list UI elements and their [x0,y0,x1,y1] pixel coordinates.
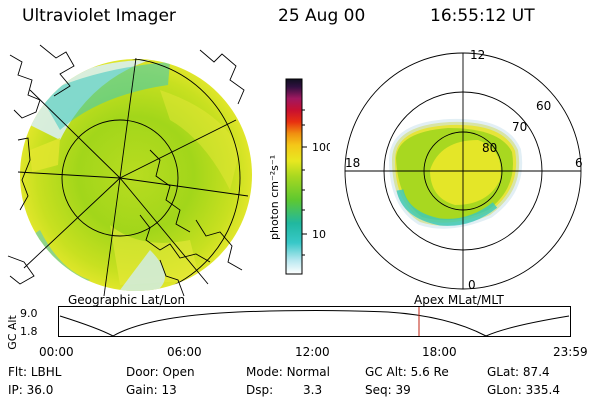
glat-value: 87.4 [522,365,550,379]
instrument-title: Ultraviolet Imager [22,6,176,26]
colorbar-tick-100: 100 [312,141,330,154]
gain-value: 13 [161,383,177,397]
glon-value: 335.4 [525,383,560,397]
timeline-xtick-1800: 18:00 [422,345,457,359]
ip-label: IP: [8,383,23,397]
mlt-label-12: 12 [470,48,485,62]
door-label: Door: [126,365,159,379]
color-scale-bar: 100 10 photon cm⁻²s⁻¹ [268,78,330,275]
apex-caption: Apex MLat/MLT [414,293,504,307]
timeline-xtick-0600: 06:00 [167,345,202,359]
geographic-image-panel [7,44,252,297]
seq-label: Seq: [365,383,392,397]
timeline-ylabel: GC Alt [5,315,19,350]
mlat-label-60: 60 [536,99,551,113]
mlat-label-70: 70 [512,120,527,134]
magnetic-polar-panel: 12 18 6 0 60 70 80 [344,48,583,292]
filter-value: LBHL [30,365,62,379]
colorbar-unit-label: photon cm⁻²s⁻¹ [268,155,281,240]
mlat-label-80: 80 [482,141,497,155]
seq-value: 39 [395,383,411,397]
ip-value: 36.0 [26,383,54,397]
dsp-value: 3.3 [303,383,323,397]
mode-value: Normal [286,365,330,379]
latlon-grid [17,57,249,297]
auroral-oval [388,118,523,229]
timeline-ylabel-box: GC Alt [1,315,19,350]
mode-label: Mode: [246,365,283,379]
timeline-ytick-high: 9.0 [20,307,38,320]
gain-label: Gain: [126,383,158,397]
mlt-label-18: 18 [345,156,360,170]
glat-label: GLat: [487,365,520,379]
altitude-curve [59,310,570,337]
door-info: Door: Open [126,365,195,379]
timeline-xtick-2359: 23:59 [553,345,588,359]
mlat-mlt-grid [344,52,582,290]
filter-label: Flt: [8,365,27,379]
filter-info: Flt: LBHL [8,365,61,379]
coastlines [7,44,245,297]
dsp-label: Dsp: [246,383,274,397]
gc-alt-label: GC Alt: [365,365,407,379]
mode-info: Mode: Normal [246,365,330,379]
timeline-xtick-0000: 00:00 [39,345,74,359]
gain-info: Gain: 13 [126,383,177,397]
mlt-label-6: 6 [575,156,583,170]
ip-info: IP: 36.0 [8,383,53,397]
observation-time: 16:55:12 UT [430,6,535,26]
door-value: Open [162,365,195,379]
timeline-ytick-low: 1.8 [20,325,38,338]
orbit-altitude-timeline [58,306,571,337]
glat-info: GLat: 87.4 [487,365,550,379]
glon-info: GLon: 335.4 [487,383,560,397]
timeline-xtick-1200: 12:00 [295,345,330,359]
gc-alt-info: GC Alt: 5.6 Re [365,365,449,379]
gc-alt-value: 5.6 Re [410,365,449,379]
observation-date: 25 Aug 00 [278,6,366,26]
glon-label: GLon: [487,383,522,397]
seq-info: Seq: 39 [365,383,411,397]
geographic-caption: Geographic Lat/Lon [68,293,186,307]
colorbar-tick-10: 10 [312,228,326,241]
mlt-label-0: 0 [468,278,476,292]
